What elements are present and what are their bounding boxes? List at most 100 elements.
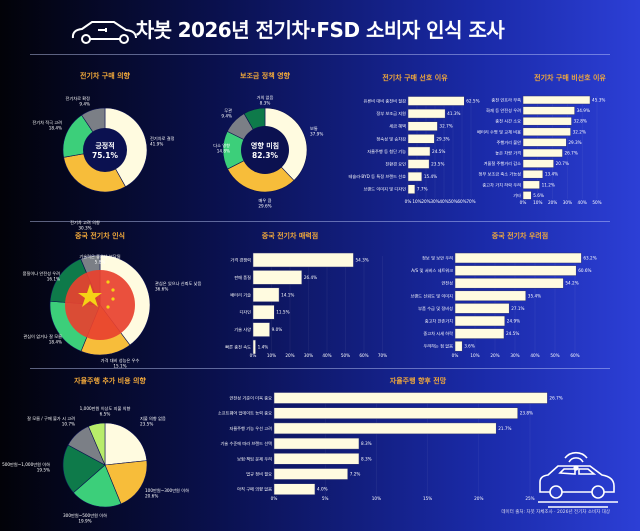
bar-value-label: 23.8% <box>520 411 533 416</box>
slice-value: 19.5% <box>37 468 50 473</box>
bar-category-label: 가격 경쟁력 <box>230 257 251 264</box>
bar-category-label: 자율주행 등 첨단 기능 <box>367 148 406 155</box>
bar <box>454 252 582 264</box>
brand-name: 차봇 <box>135 18 172 42</box>
bar <box>252 287 280 303</box>
slice-label: 기술력은 좋으나 부담됨 <box>79 253 120 260</box>
pie-slice <box>72 464 122 508</box>
bar <box>522 116 572 126</box>
bar-category-label: 친환경 요인 <box>385 161 406 167</box>
axis-tick-label: 50% <box>550 353 559 358</box>
axis-tick-label: 20% <box>474 496 483 501</box>
slice-label: 거의 없음 <box>257 94 274 101</box>
center-value: 82.3% <box>252 151 279 160</box>
slice-label: 가격 대비 성능은 우수 <box>101 357 140 364</box>
bar-category-label: 높은 차량 가격 <box>495 150 521 157</box>
bar <box>252 270 303 285</box>
bar <box>407 171 423 182</box>
bar-category-label: 정부 보조금 지원 <box>376 110 406 117</box>
flag-small-star-icon <box>111 288 115 292</box>
slice-value: 14.8% <box>217 149 230 154</box>
bar-category-label: 기타 <box>513 192 521 199</box>
bar-category-label: 정숙성 및 승차감 <box>376 135 406 142</box>
bar-category-label: 부품 수급 및 정비성 <box>418 305 453 312</box>
bar-value-label: 5.6% <box>533 193 544 198</box>
axis-tick-label: 30% <box>430 199 439 204</box>
axis-tick-label: 30% <box>510 353 519 358</box>
bar-category-label: 안전성 <box>441 280 453 286</box>
bar-value-label: 26.4% <box>304 275 317 280</box>
bar-value-label: 4.0% <box>317 487 328 492</box>
bar <box>407 184 416 194</box>
slice-label: 100만원~300만원 이하 <box>145 487 189 494</box>
buy-reasons-title: 전기차 구매 선호 이유 <box>382 73 448 82</box>
slice-label: 무관 <box>224 107 232 114</box>
bar-category-label: 법규 정비 필요 <box>246 471 272 478</box>
bar-value-label: 62.5% <box>466 99 479 104</box>
china-appeal-title: 중국 전기차 매력점 <box>262 231 318 240</box>
bar <box>273 468 348 480</box>
slice-label: 1,000만원 이상도 지불 의향 <box>80 405 131 412</box>
axis-tick-label: 40% <box>530 353 539 358</box>
divider <box>30 221 610 222</box>
slice-label: 300만원~500만원 이하 <box>63 512 107 519</box>
pie-slice <box>104 422 148 466</box>
flag-small-star-icon <box>111 297 115 301</box>
slice-value: 23.5% <box>140 422 153 427</box>
slice-label: 관심은 있으나 신뢰도 낮음 <box>155 280 202 287</box>
bar <box>522 169 544 179</box>
slice-value: 15.1% <box>113 364 126 369</box>
bar <box>522 159 554 168</box>
slice-label: 전기차 고려 의향 <box>70 219 100 226</box>
bar-category-label: 유류비 대비 충전비 절감 <box>363 98 406 105</box>
bar-value-label: 7.7% <box>417 187 428 192</box>
bar-value-label: 27.1% <box>511 306 524 311</box>
bar <box>407 134 435 144</box>
divider <box>30 54 610 55</box>
slice-value: 29.6% <box>258 204 271 209</box>
bar-category-label: 브랜드 이미지 및 디자인 <box>363 186 406 193</box>
fsd-outlook-title: 자율주행 향후 전망 <box>390 376 447 385</box>
bar-category-label: 겨울철 주행거리 감소 <box>484 160 521 167</box>
center-label: 긍정적 <box>95 141 114 150</box>
bar <box>522 127 571 137</box>
fsd-cost-title: 자율주행 추가 비용 의향 <box>74 376 146 385</box>
bar <box>454 277 564 289</box>
slice-value: 41.9% <box>150 142 163 147</box>
slice-value: 10.7% <box>62 422 75 427</box>
bar <box>522 191 532 200</box>
bar-value-label: 14.1% <box>281 292 294 297</box>
slice-label: 관심이 없거나 잘 모름 <box>23 333 62 340</box>
china-flag-circle <box>65 270 135 340</box>
bar-value-label: 1.4% <box>258 345 269 350</box>
axis-tick-label: 0% <box>250 353 257 358</box>
autonomous-car-icon <box>538 451 618 508</box>
axis-tick-label: 10% <box>267 353 276 358</box>
axis-tick-label: 0% <box>405 199 412 204</box>
bar-value-label: 34.9% <box>577 108 590 113</box>
bar-value-label: 24.5% <box>506 331 519 336</box>
bar-category-label: 안전성 기준이 더욱 중요 <box>229 395 272 402</box>
bar-category-label: 정보 및 보안 우려 <box>422 255 453 262</box>
bar-value-label: 24.5% <box>432 149 445 154</box>
bar-category-label: 보험·책임 문제 우려 <box>237 455 272 462</box>
pie-slice <box>88 422 106 466</box>
bar <box>252 304 275 320</box>
bar-value-label: 11.5% <box>276 310 289 315</box>
bar-value-label: 60.6% <box>578 268 591 273</box>
bar-category-label: 기술 사양 <box>234 326 251 333</box>
axis-tick-label: 10% <box>470 353 479 358</box>
flag-small-star-icon <box>106 305 110 309</box>
ev-intent-title: 전기차 구매 의향 <box>80 71 131 80</box>
bar <box>522 95 591 105</box>
ev-car-logo-icon <box>70 18 140 50</box>
bar <box>522 138 567 147</box>
bar-value-label: 35.4% <box>528 293 541 298</box>
bar <box>273 453 360 465</box>
bar-value-label: 45.3% <box>592 98 605 103</box>
slice-value: 9.4% <box>79 102 90 107</box>
axis-tick-label: 0% <box>271 496 278 501</box>
bar <box>454 303 510 314</box>
bar <box>407 121 438 131</box>
axis-tick-label: 20% <box>285 353 294 358</box>
